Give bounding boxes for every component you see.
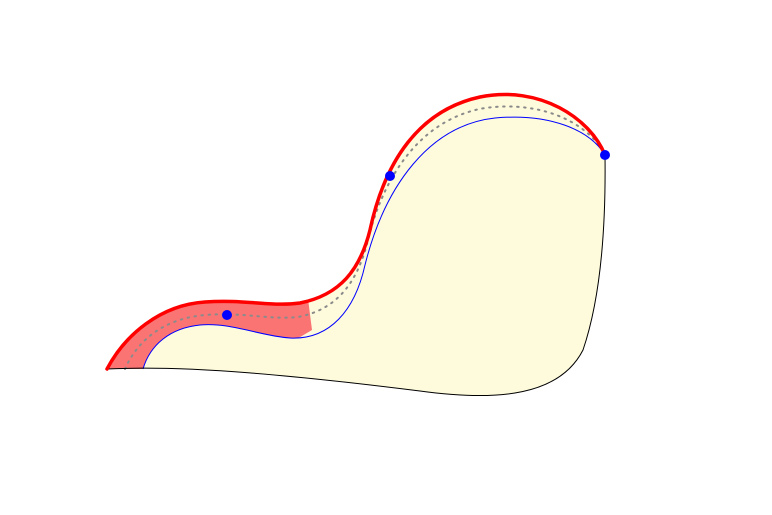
marker-point-left — [222, 310, 232, 320]
highlighted-band — [107, 230, 312, 369]
marker-point-middle — [385, 171, 395, 181]
dotted-mid-curve — [124, 105, 606, 370]
marker-point-right — [600, 150, 610, 160]
filled-region — [107, 94, 606, 396]
base-curve — [106, 154, 606, 397]
outer-boundary-curve — [105, 92, 607, 371]
inner-boundary-curve — [142, 116, 606, 370]
